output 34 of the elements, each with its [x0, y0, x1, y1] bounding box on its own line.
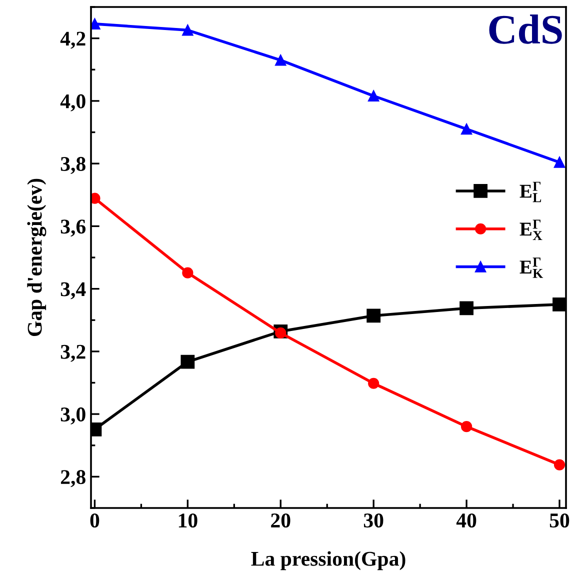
point [552, 298, 566, 312]
point [366, 308, 381, 323]
y-tick-label: 3,0 [60, 407, 86, 425]
y-tick-label: 2,8 [60, 470, 86, 488]
point [368, 378, 380, 389]
legend-label: E$^{Γ}$$_{X}$ [520, 220, 542, 240]
point [460, 301, 474, 316]
y-tick-label: 3,8 [60, 156, 86, 174]
point [554, 156, 566, 168]
point [368, 90, 380, 102]
annotation: CdS [489, 14, 562, 44]
y-tick-label: 3,2 [60, 344, 86, 362]
legend-label: E$^{Γ}$$_{K}$ [520, 258, 544, 278]
x-tick-label: 0 [90, 513, 100, 528]
x-tick-label: 40 [456, 513, 476, 528]
point [182, 24, 194, 36]
y-tick-label: 4,0 [60, 94, 86, 112]
point [554, 459, 566, 470]
x-tick-label: 20 [271, 513, 290, 528]
x-axis-title: La pression(Gpa) [251, 551, 406, 570]
y-tick-label: 3,4 [60, 282, 86, 300]
point [460, 124, 472, 135]
x-tick-label: 30 [364, 513, 384, 528]
point [275, 327, 286, 339]
y-tick-label: 3,6 [60, 220, 86, 237]
x-tick-label: 10 [178, 513, 198, 528]
y-tick-label: 4,2 [60, 32, 86, 49]
point [460, 421, 472, 432]
legend-label: E$^{Γ}$$_{L}$ [520, 182, 542, 202]
x-tick-label: 50 [550, 513, 570, 528]
point [182, 267, 194, 278]
y-axis-title: Gap d'energie(ev) [27, 178, 46, 336]
point [180, 354, 195, 369]
point [275, 54, 286, 66]
